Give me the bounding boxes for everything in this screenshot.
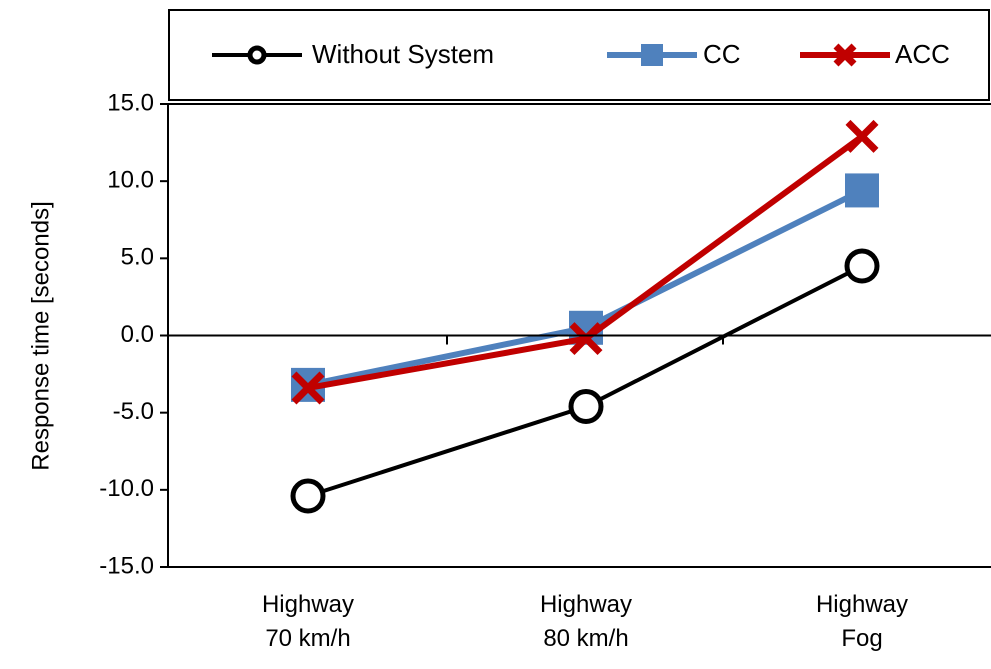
legend-item: Without System — [212, 39, 494, 69]
series-without-system — [290, 248, 880, 514]
data-point — [568, 388, 604, 424]
series-line — [307, 187, 864, 388]
legend-item: ACC — [800, 39, 950, 69]
x-axis: Highway 70 km/h Highway 80 km/h Highway Fog — [168, 334, 991, 652]
x-tick-label: Highway 70 km/h — [262, 591, 354, 652]
legend-marker — [247, 45, 267, 65]
series-cc — [291, 173, 879, 402]
data-point — [845, 173, 879, 208]
y-tick-label: 10.0 — [107, 167, 154, 194]
legend-marker — [641, 44, 663, 66]
series-acc — [291, 119, 879, 405]
y-tick-label: -10.0 — [99, 475, 154, 502]
x-tick-label: Highway Fog — [816, 591, 908, 652]
data-point — [845, 119, 879, 153]
data-point — [569, 322, 603, 356]
y-tick-label: 5.0 — [121, 244, 154, 271]
y-axis-title: Response time [seconds] — [27, 201, 54, 470]
x-tick-label: Highway 80 km/h — [540, 591, 632, 652]
plot-area — [168, 103, 991, 568]
legend-label: Without System — [312, 39, 494, 69]
legend-item: CC — [607, 39, 741, 69]
legend: Without System CC ACC — [168, 9, 990, 101]
data-point — [844, 248, 880, 284]
legend-label: ACC — [895, 39, 950, 69]
legend-marker — [833, 43, 857, 67]
y-tick-label: -15.0 — [99, 552, 154, 579]
series-line — [307, 264, 863, 498]
y-axis: 15.0 10.0 5.0 0.0 -5.0 -10.0 -15.0 — [99, 89, 169, 579]
data-point — [290, 478, 326, 514]
legend-label: CC — [703, 39, 741, 69]
y-tick-label: -5.0 — [113, 398, 154, 425]
y-tick-label: 15.0 — [107, 89, 154, 116]
y-tick-label: 0.0 — [121, 321, 154, 348]
data-point — [291, 371, 325, 405]
series-line — [307, 133, 864, 391]
